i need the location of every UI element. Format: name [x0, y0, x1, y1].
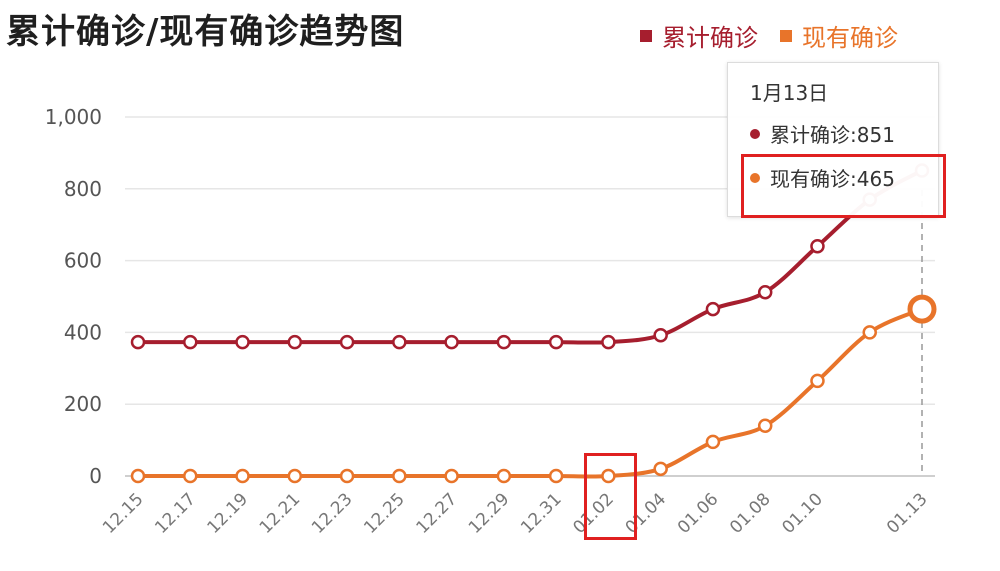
series-1-point [183, 468, 198, 484]
series-0-point [339, 334, 355, 350]
tooltip-row-cumulative: 累计确诊:851 [750, 119, 895, 148]
x-tick-label: 12.25 [360, 489, 409, 538]
legend-label-current: 现有确诊 [802, 24, 898, 52]
tooltip-dot-current [750, 172, 760, 183]
tooltip-date: 1月13日 [750, 81, 829, 105]
series-1-point [907, 294, 937, 324]
series-0-point [705, 301, 721, 317]
tooltip-row-current: 现有确诊:465 [750, 163, 895, 192]
series-1-point [130, 468, 146, 484]
x-tick-label: 12.17 [151, 489, 200, 538]
y-tick-label: 200 [64, 392, 102, 416]
series-1-point [862, 325, 877, 340]
series-1-point [444, 468, 459, 484]
series-0-point [810, 238, 825, 254]
y-tick-label: 400 [64, 320, 102, 344]
series-0-point [601, 334, 616, 350]
series-0-point [653, 328, 668, 343]
series-0-point [444, 334, 459, 350]
series-line-1 [136, 307, 924, 479]
legend-item-cumulative[interactable]: 累计确诊 [640, 18, 758, 53]
y-tick-label: 1,000 [45, 105, 102, 129]
series-1-point [339, 468, 355, 484]
x-tick-label: 12.29 [465, 489, 514, 538]
x-tick-label: 12.21 [256, 489, 305, 538]
series-1-point [496, 468, 512, 484]
x-tick-label: 12.19 [204, 489, 253, 538]
series-0-point [548, 334, 564, 350]
legend-swatch-cumulative [640, 29, 652, 42]
chart-title: 累计确诊/现有确诊趋势图 [6, 12, 405, 52]
series-1-point [653, 461, 668, 477]
series-0-point [392, 334, 407, 350]
series-0-point [235, 334, 250, 350]
legend-label-cumulative: 累计确诊 [662, 24, 758, 52]
legend: 累计确诊 现有确诊 [640, 18, 898, 53]
x-tick-label: 12.23 [308, 489, 357, 538]
y-tick-label: 0 [89, 464, 102, 488]
x-tick-label: 12.31 [517, 489, 566, 538]
series-1-point [601, 468, 616, 484]
tooltip: 1月13日 累计确诊:851 现有确诊:465 [727, 62, 939, 217]
series-1-point [287, 468, 303, 484]
x-tick-label: 01.08 [726, 489, 775, 538]
highlight-box-x-tick [584, 453, 637, 540]
x-tick-label: 12.27 [413, 489, 462, 538]
highlight-box-tooltip [741, 154, 946, 218]
x-tick-label: 01.10 [778, 489, 827, 538]
series-0-point [287, 334, 303, 350]
series-1-point [705, 434, 721, 450]
series-1-point [235, 468, 250, 484]
x-tick-label: 01.06 [674, 489, 723, 538]
tooltip-dot-cumulative [750, 128, 760, 139]
series-0-point [183, 334, 198, 350]
legend-item-current[interactable]: 现有确诊 [780, 18, 898, 53]
x-tick-label: 12.15 [99, 489, 148, 538]
y-tick-label: 600 [64, 249, 102, 273]
tooltip-label-cumulative: 累计确诊:851 [770, 123, 895, 147]
series-0-point [130, 334, 146, 350]
series-line-0 [136, 168, 924, 345]
x-tick-label: 01.13 [883, 489, 932, 538]
legend-swatch-current [780, 29, 792, 42]
tooltip-label-current: 现有确诊:465 [770, 167, 895, 191]
series-0-point [496, 334, 512, 350]
series-1-point [810, 373, 825, 389]
y-tick-label: 800 [64, 177, 102, 201]
series-1-point [548, 468, 564, 484]
series-1-point [757, 418, 773, 433]
series-1-point [392, 468, 407, 484]
series-0-point [757, 284, 773, 300]
